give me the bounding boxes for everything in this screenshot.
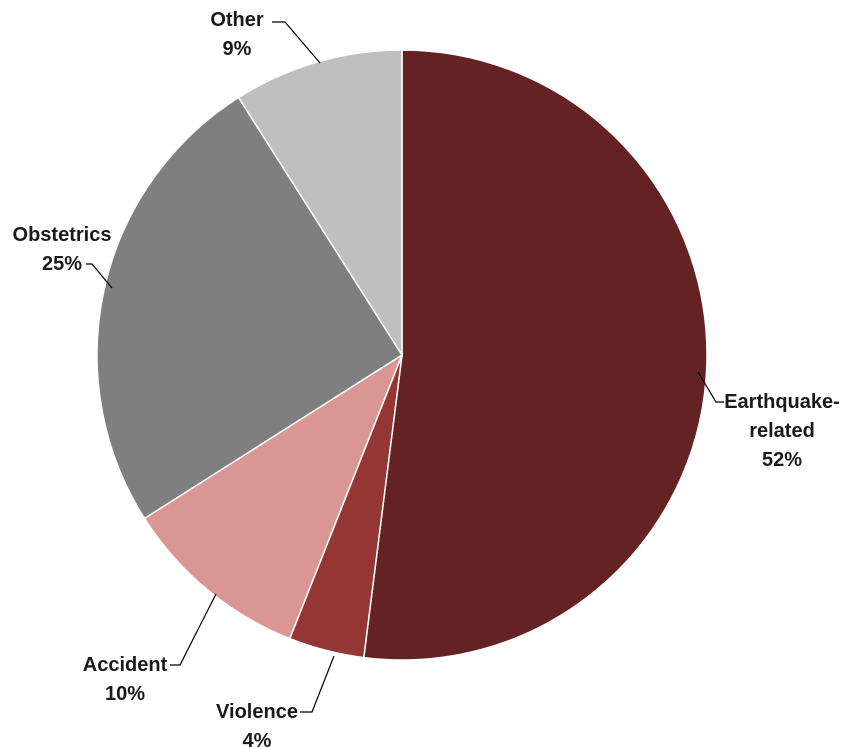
percent-label: 25% — [41, 253, 83, 275]
slice-label: Accident 10% — [65, 651, 185, 709]
leader-line — [170, 593, 217, 666]
leader-line — [697, 371, 724, 403]
slice-label: Earthquake-related 52% — [712, 388, 852, 475]
pie-slice — [96, 96, 404, 520]
pie-slice — [143, 353, 404, 640]
category-label: Obstetrics — [12, 224, 112, 246]
percent-label: 9% — [222, 38, 252, 60]
slice-label: Violence 4% — [197, 698, 317, 747]
leader-line — [300, 655, 335, 713]
percent-label: 4% — [242, 730, 272, 747]
pie-slice — [362, 49, 708, 661]
category-label: Other — [210, 9, 264, 31]
slice-label: Other 9% — [192, 6, 282, 64]
percent-label: 10% — [104, 683, 146, 705]
category-label: Earthquake-related — [724, 391, 840, 442]
slice-label: Obstetrics 25% — [0, 221, 127, 279]
percent-label: 52% — [761, 449, 803, 471]
leader-line — [86, 263, 113, 289]
pie-slice — [237, 49, 403, 358]
category-label: Violence — [216, 701, 298, 723]
category-label: Accident — [82, 654, 168, 676]
leader-line — [272, 21, 321, 64]
